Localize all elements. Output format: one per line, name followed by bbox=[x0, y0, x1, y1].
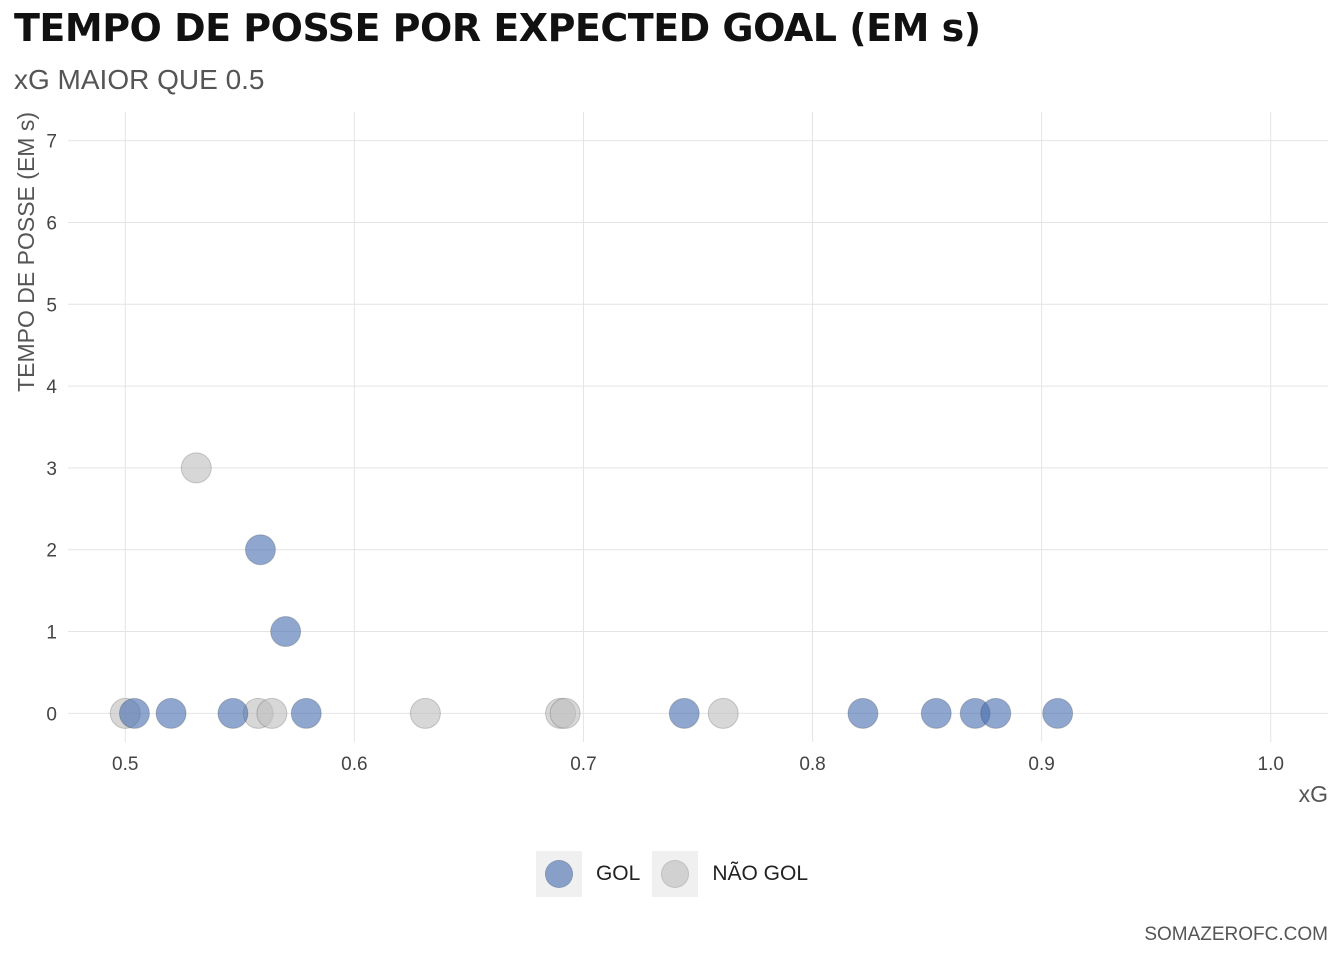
data-points bbox=[109, 452, 1074, 729]
y-tick-label: 4 bbox=[46, 377, 57, 398]
point-gol bbox=[1042, 697, 1074, 729]
point-nao-gol bbox=[180, 452, 212, 484]
point-nao-gol bbox=[409, 697, 441, 729]
x-tick-label: 0.8 bbox=[799, 754, 825, 775]
legend-dot-nao-gol bbox=[661, 860, 690, 888]
point-gol bbox=[155, 697, 187, 729]
y-tick-label: 0 bbox=[46, 704, 57, 725]
x-tick-label: 0.5 bbox=[112, 754, 138, 775]
y-tick-label: 1 bbox=[46, 623, 57, 644]
x-axis-label: xG bbox=[1299, 781, 1328, 807]
point-gol bbox=[270, 616, 302, 648]
y-tick-label: 6 bbox=[46, 213, 57, 234]
point-nao-gol bbox=[549, 697, 581, 729]
y-axis-label: TEMPO DE POSSE (EM s) bbox=[13, 112, 39, 392]
point-gol bbox=[920, 697, 952, 729]
point-nao-gol bbox=[707, 697, 739, 729]
legend-dot-gol bbox=[544, 860, 573, 888]
legend-label-nao-gol: NÃO GOL bbox=[712, 862, 809, 885]
y-tick-label: 3 bbox=[46, 459, 57, 480]
x-tick-label: 0.7 bbox=[570, 754, 596, 775]
chart-title: TEMPO DE POSSE POR EXPECTED GOAL (EM s) bbox=[14, 6, 981, 50]
point-gol bbox=[290, 697, 322, 729]
point-nao-gol bbox=[256, 697, 288, 729]
source-caption: SOMAZEROFC.COM bbox=[1144, 924, 1328, 945]
legend-item-gol: GOL bbox=[535, 851, 641, 897]
scatter-plot: 0.5 0.6 0.7 0.8 0.9 1.0 0 1 2 3 4 5 6 7 xG TEMPO DE P… bbox=[13, 112, 1328, 807]
grid-lines bbox=[68, 112, 1328, 742]
point-gol bbox=[847, 697, 879, 729]
x-tick-label: 1.0 bbox=[1258, 754, 1284, 775]
x-tick-label: 0.6 bbox=[341, 754, 367, 775]
y-tick-label: 2 bbox=[46, 541, 57, 562]
legend-key-nao-gol bbox=[652, 851, 699, 897]
y-tick-label: 5 bbox=[46, 295, 57, 316]
legend-label-gol: GOL bbox=[595, 862, 641, 885]
legend: GOL NÃO GOL bbox=[0, 850, 1344, 898]
legend-item-nao-gol: NÃO GOL bbox=[652, 851, 808, 897]
y-tick-label: 7 bbox=[46, 132, 57, 153]
x-tick-label: 0.9 bbox=[1028, 754, 1054, 775]
point-gol bbox=[244, 534, 276, 566]
legend-key-gol bbox=[535, 851, 582, 897]
tick-labels: 0.5 0.6 0.7 0.8 0.9 1.0 0 1 2 3 4 5 6 7 bbox=[46, 132, 1284, 775]
point-gol bbox=[217, 697, 249, 729]
chart-subtitle: xG MAIOR QUE 0.5 bbox=[14, 64, 265, 95]
point-gol bbox=[668, 697, 700, 729]
point-gol bbox=[980, 697, 1012, 729]
point-gol bbox=[118, 697, 150, 729]
